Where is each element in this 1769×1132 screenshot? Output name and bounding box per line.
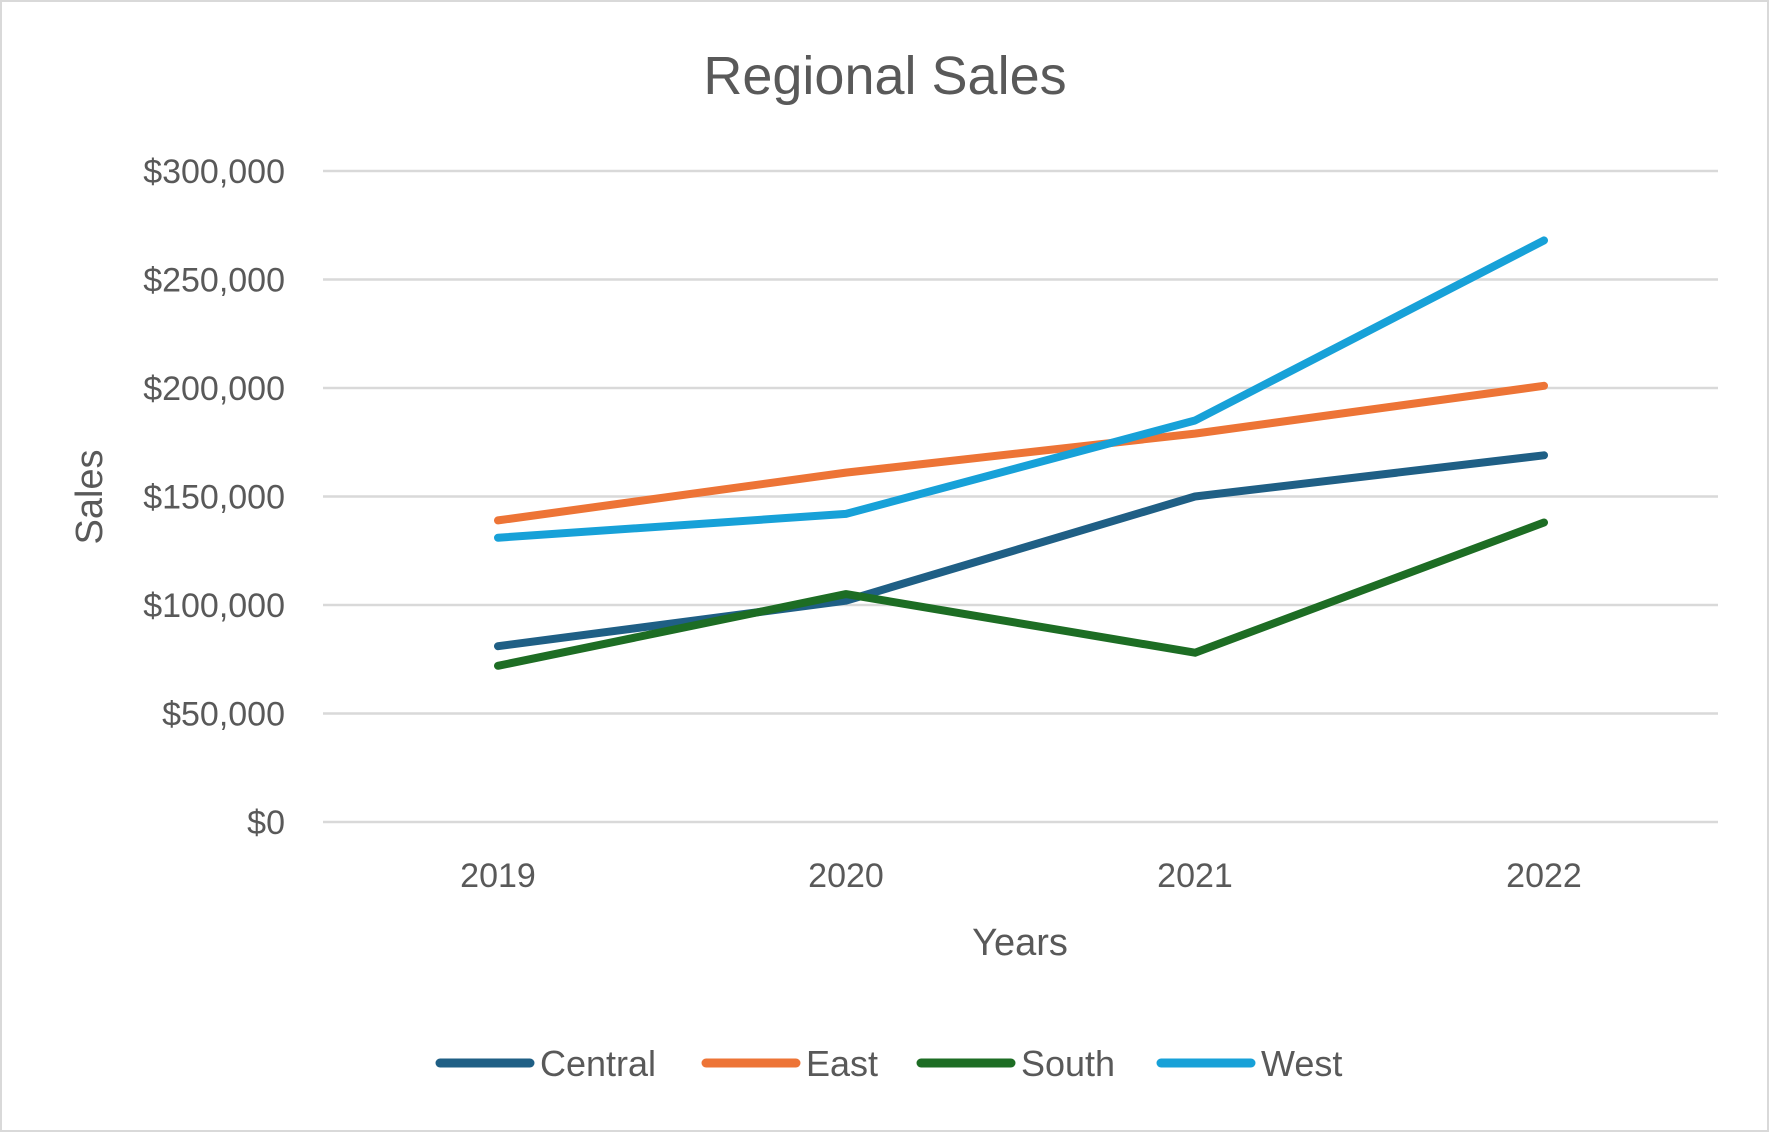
y-tick-label: $250,000 bbox=[143, 262, 285, 300]
chart-title: Regional Sales bbox=[703, 46, 1066, 106]
legend-label-west: West bbox=[1261, 1043, 1342, 1084]
y-axis-title: Sales bbox=[69, 449, 111, 544]
x-tick-label: 2022 bbox=[1506, 857, 1582, 895]
y-tick-label: $300,000 bbox=[143, 153, 285, 191]
series-line-east bbox=[494, 381, 1548, 525]
x-tick-label: 2019 bbox=[460, 857, 536, 895]
legend-label-east: East bbox=[806, 1043, 878, 1084]
y-tick-label: $100,000 bbox=[143, 587, 285, 625]
series-line-south bbox=[494, 518, 1548, 670]
x-tick-label: 2021 bbox=[1157, 857, 1233, 895]
series-line-central bbox=[494, 451, 1548, 651]
y-tick-label: $200,000 bbox=[143, 370, 285, 408]
x-tick-label: 2020 bbox=[808, 857, 884, 895]
x-axis-title: Years bbox=[972, 922, 1068, 964]
y-tick-label: $0 bbox=[247, 804, 285, 842]
series-lines bbox=[494, 236, 1548, 670]
legend-label-central: Central bbox=[540, 1043, 656, 1084]
gridlines bbox=[323, 169, 1718, 824]
y-tick-label: $150,000 bbox=[143, 479, 285, 517]
series-line-west bbox=[494, 236, 1548, 542]
y-tick-label: $50,000 bbox=[162, 696, 285, 734]
x-axis-tick-labels: 2019 2020 2021 2022 bbox=[460, 857, 1582, 895]
legend-label-south: South bbox=[1021, 1043, 1115, 1084]
y-axis-tick-labels: $0 $50,000 $100,000 $150,000 $200,000 $250,00… bbox=[143, 153, 285, 842]
legend: Central East South West bbox=[435, 1043, 1342, 1084]
